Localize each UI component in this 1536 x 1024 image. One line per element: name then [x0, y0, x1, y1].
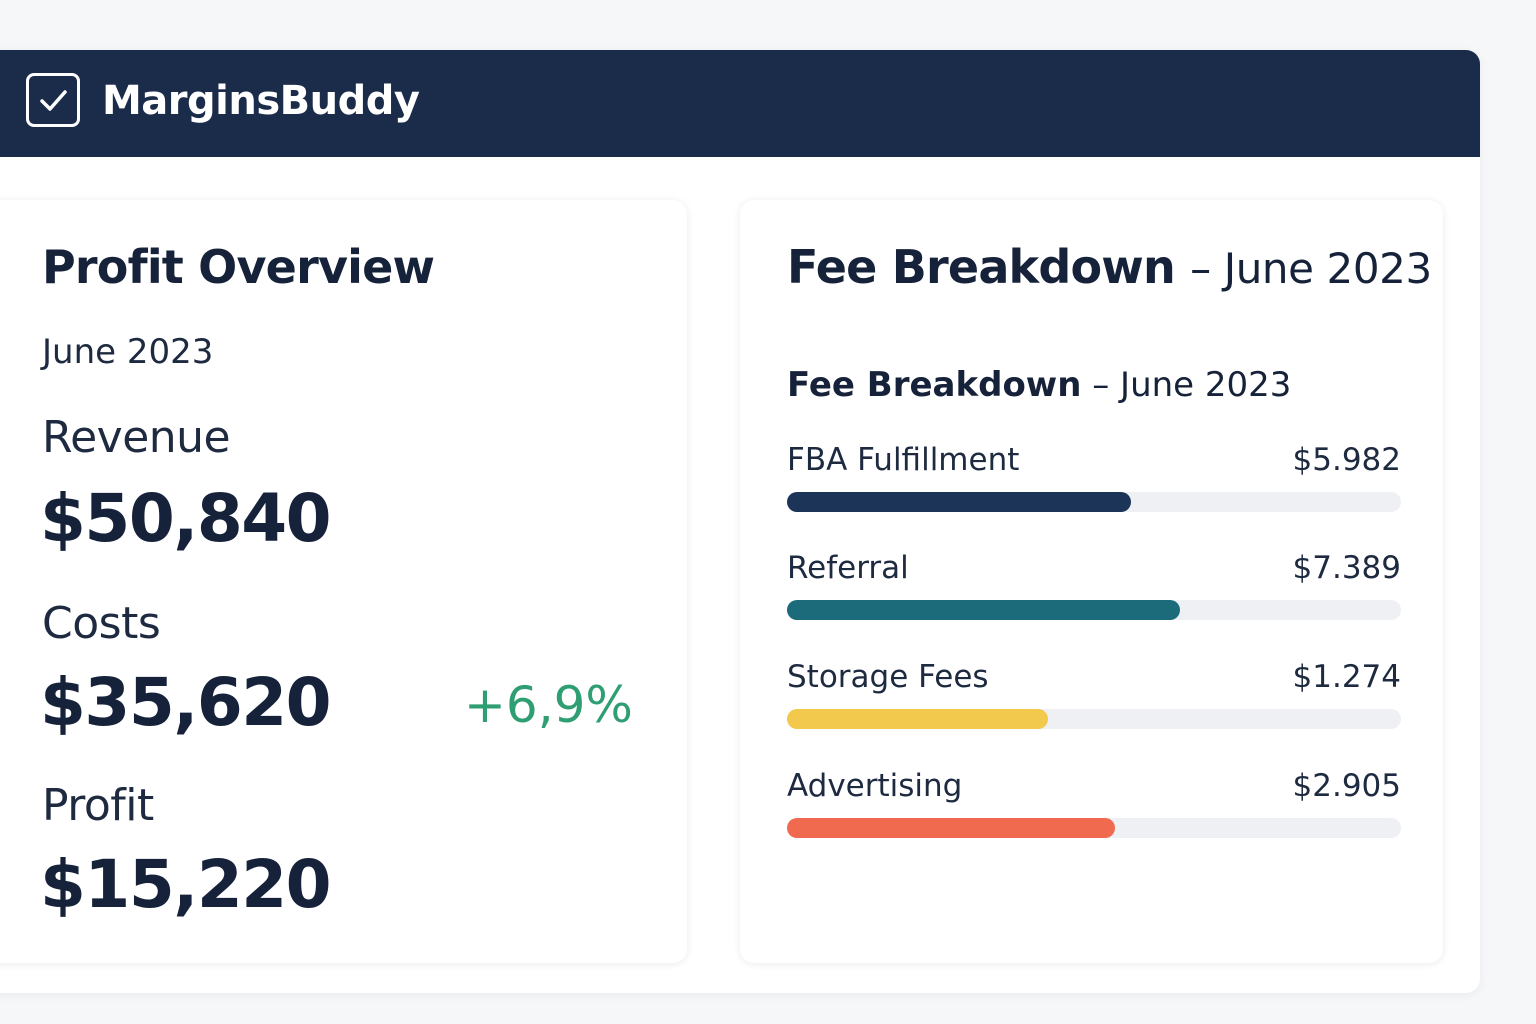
profit-value: $15,220 [40, 846, 332, 923]
revenue-label: Revenue [42, 412, 231, 463]
checkbox-logo-icon [26, 73, 80, 127]
fee-bar-fill [787, 709, 1048, 729]
fee-amount: $7.389 [1292, 550, 1401, 586]
fee-label: FBA Fulfillment [787, 442, 1020, 478]
fee-label: Storage Fees [787, 659, 989, 695]
revenue-value: $50,840 [40, 480, 332, 557]
fee-breakdown-title: Fee Breakdown – June 2023 [787, 240, 1432, 294]
costs-label: Costs [42, 598, 161, 649]
fee-bar-track [787, 600, 1401, 620]
app-window: MarginsBuddy Profit Overview June 2023 R… [0, 50, 1480, 993]
profit-overview-card: Profit Overview June 2023 Revenue $50,84… [0, 200, 687, 963]
fee-label: Advertising [787, 768, 963, 804]
top-bar: MarginsBuddy [0, 50, 1480, 157]
fee-breakdown-title-main: Fee Breakdown [787, 240, 1176, 294]
checkmark-icon [40, 90, 67, 111]
fee-bar-fill [787, 600, 1180, 620]
profit-label: Profit [42, 780, 154, 831]
fee-amount: $1.274 [1292, 659, 1401, 695]
fee-row-advertising: Advertising $2.905 [787, 768, 1401, 858]
fee-bar-track [787, 818, 1401, 838]
app-name: MarginsBuddy [102, 78, 420, 124]
fee-bar-fill [787, 818, 1116, 838]
fee-bar-fill [787, 492, 1131, 512]
fee-breakdown-subtitle-suffix: – June 2023 [1092, 365, 1292, 405]
fee-bar-track [787, 492, 1401, 512]
fee-label: Referral [787, 550, 909, 586]
profit-period: June 2023 [42, 332, 214, 372]
costs-change: +6,9% [464, 676, 633, 734]
fee-row-storage-fees: Storage Fees $1.274 [787, 659, 1401, 749]
fee-row-fba-fulfillment: FBA Fulfillment $5.982 [787, 442, 1401, 532]
profit-overview-title: Profit Overview [42, 240, 435, 294]
fee-breakdown-subtitle-main: Fee Breakdown [787, 365, 1082, 405]
fee-breakdown-card: Fee Breakdown – June 2023 Fee Breakdown … [740, 200, 1443, 963]
fee-bar-track [787, 709, 1401, 729]
fee-breakdown-title-suffix: – June 2023 [1190, 244, 1432, 293]
fee-breakdown-subtitle: Fee Breakdown – June 2023 [787, 365, 1291, 405]
fee-row-referral: Referral $7.389 [787, 550, 1401, 640]
fee-amount: $5.982 [1292, 442, 1401, 478]
costs-value: $35,620 [40, 664, 332, 741]
fee-amount: $2.905 [1292, 768, 1401, 804]
